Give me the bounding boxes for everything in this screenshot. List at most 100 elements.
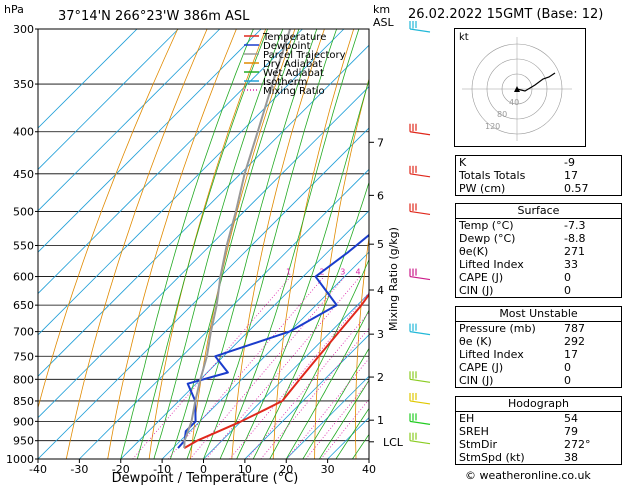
pressure-tick-label: 450 (13, 168, 34, 181)
isotherm-line (38, 29, 345, 336)
legend-item-label: Temperature (262, 32, 326, 43)
mixing-ratio-label: 6 (378, 268, 383, 277)
pressure-tick-label: 300 (13, 23, 34, 36)
row-label: CAPE (J) (459, 271, 504, 284)
row-value: 0.57 (564, 182, 589, 195)
row-label: Lifted Index (459, 258, 524, 271)
row-label: Temp (°C) (459, 219, 514, 232)
mixing-ratio-line (320, 398, 369, 459)
wind-barb (409, 203, 431, 216)
row-value: 17 (564, 169, 578, 182)
pressure-tick-label: 950 (13, 435, 34, 448)
dry-adiabat (314, 77, 369, 459)
isotherm-line (203, 292, 369, 459)
row-value: 272° (564, 438, 591, 451)
most-unstable-panel: Most Unstable Pressure (mb) 787 θe (K) 292 Li… (455, 306, 622, 388)
row-label: StmSpd (kt) (459, 451, 525, 464)
row-value: 17 (564, 348, 578, 361)
table-row: Pressure (mb) 787 (456, 322, 621, 335)
hodograph-unit: kt (459, 32, 469, 43)
wind-barb (409, 268, 431, 281)
run-date: 26.02.2022 15GMT (Base: 12) (408, 7, 604, 22)
table-row: Lifted Index 33 (456, 258, 621, 271)
legend-item-label: Parcel Trajectory (263, 50, 346, 61)
row-label: Totals Totals (459, 169, 526, 182)
row-label: PW (cm) (459, 182, 506, 195)
pressure-tick-label: 650 (13, 299, 34, 312)
series-temperature (183, 292, 369, 449)
wet-adiabat (269, 258, 369, 459)
row-value: 292 (564, 335, 585, 348)
km-tick-label: 4 (377, 284, 384, 297)
row-value: 33 (564, 258, 578, 271)
wet-adiabat (120, 29, 254, 459)
wind-barb (409, 392, 431, 405)
indices-panel: K -9 Totals Totals 17 PW (cm) 0.57 (455, 155, 622, 196)
wind-barb (409, 21, 431, 33)
mixing-ratio-line (189, 276, 346, 459)
row-value: 0 (564, 271, 571, 284)
row-value: -7.3 (564, 219, 586, 232)
pressure-tick-label: 800 (13, 373, 34, 386)
dry-adiabat (38, 29, 179, 410)
mixing-ratio-label: 1 (286, 268, 291, 277)
isotherm-line (161, 251, 369, 459)
pressure-tick-label: 350 (13, 78, 34, 91)
x-tick-label: 30 (321, 463, 335, 476)
km-tick-label: 5 (377, 238, 384, 251)
row-label: Lifted Index (459, 348, 524, 361)
hodograph-ring-label: 120 (485, 122, 500, 131)
row-label: CIN (J) (459, 374, 494, 387)
copyright-footer: © weatheronline.co.uk (465, 469, 591, 482)
wet-adiabat (136, 29, 268, 459)
wet-adiabat (302, 347, 369, 459)
wind-barb (409, 165, 431, 178)
table-row: CIN (J) 0 (456, 374, 621, 387)
table-row: θe (K) 292 (456, 335, 621, 348)
asl-label: ASL (373, 16, 395, 29)
wet-adiabat (236, 78, 369, 459)
isotherm-line (38, 86, 369, 419)
wet-adiabat (285, 309, 369, 459)
x-tick-label: 40 (362, 463, 376, 476)
km-tick-label: 3 (377, 328, 384, 341)
isotherm-line (38, 29, 262, 253)
panel-title: Surface (456, 204, 621, 219)
table-row: StmSpd (kt) 38 (456, 451, 621, 464)
km-tick-label: 1 (377, 414, 384, 427)
wet-adiabat (319, 379, 369, 459)
mixing-ratio-label: 3 (340, 268, 345, 277)
panel-title: Most Unstable (456, 307, 621, 322)
pressure-tick-label: 1000 (6, 453, 34, 466)
table-row: Dewp (°C) -8.8 (456, 232, 621, 245)
table-row: Totals Totals 17 (456, 169, 621, 182)
wind-barb (409, 371, 431, 383)
wind-barb (409, 413, 431, 425)
wet-adiabat (153, 29, 284, 459)
km-tick-label: LCL (383, 436, 404, 449)
row-value: 79 (564, 425, 578, 438)
pressure-tick-label: 550 (13, 239, 34, 252)
row-label: EH (459, 412, 475, 425)
x-tick-label: -40 (29, 463, 47, 476)
wet-adiabat (203, 29, 337, 459)
mixing-ratio-line (246, 311, 369, 459)
station-location: 37°14'N 266°23'W 386m ASL (58, 9, 250, 24)
isotherm-line (38, 29, 221, 212)
mixing-ratio-line (132, 276, 291, 459)
legend-item-label: Dry Adiabat (263, 59, 322, 70)
table-row: Temp (°C) -7.3 (456, 219, 621, 232)
table-row: EH 54 (456, 412, 621, 425)
x-tick-label: 20 (279, 463, 293, 476)
table-row: SREH 79 (456, 425, 621, 438)
x-tick-label: -10 (153, 463, 171, 476)
wet-adiabat (252, 180, 369, 459)
hodograph-ring-label: 80 (497, 110, 507, 119)
wind-barb (409, 123, 431, 136)
km-label: km (373, 3, 390, 16)
wet-adiabat (170, 29, 300, 459)
x-tick-label: -30 (70, 463, 88, 476)
pressure-tick-label: 750 (13, 350, 34, 363)
